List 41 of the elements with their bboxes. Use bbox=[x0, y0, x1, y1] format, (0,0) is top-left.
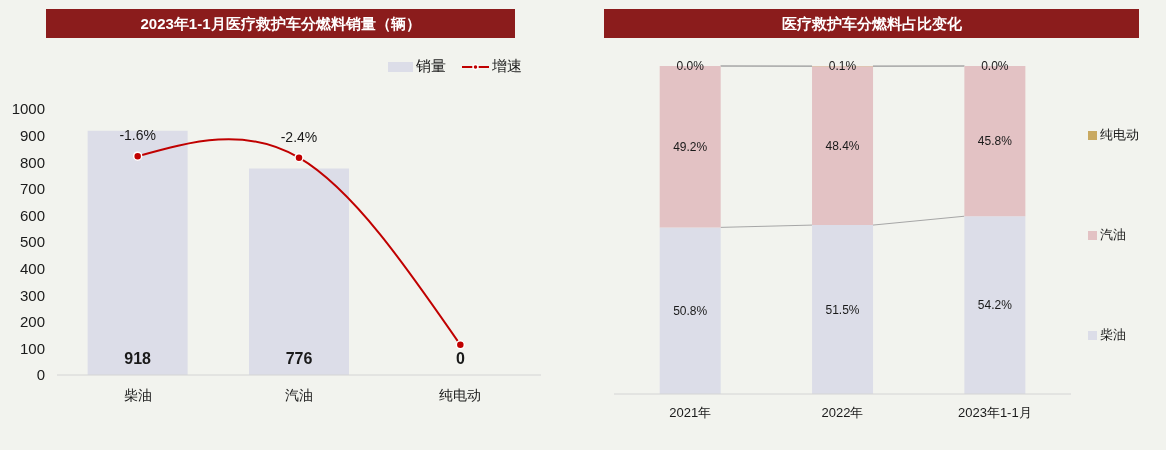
legend-label: 柴油 bbox=[1100, 326, 1126, 344]
y-tick-label: 900 bbox=[19, 126, 45, 144]
y-tick-label: 100 bbox=[19, 339, 45, 357]
y-tick-label: 600 bbox=[19, 206, 45, 224]
bar bbox=[812, 225, 874, 394]
x-tick-label: 纯电动 bbox=[439, 386, 482, 403]
legend-label: 汽油 bbox=[1100, 226, 1126, 244]
y-tick-label: 1000 bbox=[11, 100, 45, 118]
x-tick-label: 2023年1-1月 bbox=[957, 405, 1032, 421]
data-label: 49.2% bbox=[673, 139, 708, 154]
y-tick-label: 0 bbox=[36, 366, 45, 384]
data-label: 776 bbox=[285, 350, 313, 367]
data-label: 50.8% bbox=[673, 303, 708, 318]
x-tick-label: 2021年 bbox=[669, 405, 712, 421]
chart-title: 医疗救护车分燃料占比变化 bbox=[604, 9, 1139, 38]
chart-title: 2023年1-1月医疗救护车分燃料销量（辆） bbox=[46, 9, 515, 38]
data-label: 0.0% bbox=[981, 59, 1009, 73]
bar bbox=[964, 216, 1026, 394]
data-label: 0 bbox=[455, 350, 465, 367]
data-label: 45.8% bbox=[977, 134, 1013, 149]
y-tick-label: 400 bbox=[19, 259, 45, 277]
data-label: 0.1% bbox=[828, 59, 857, 74]
bar bbox=[659, 227, 721, 394]
y-tick-label: 800 bbox=[19, 153, 45, 171]
legend-label: 销量 bbox=[416, 57, 446, 76]
data-label: 48.4% bbox=[825, 138, 860, 153]
data-label: 0.0% bbox=[676, 59, 705, 73]
legend-label: 纯电动 bbox=[1100, 126, 1139, 144]
x-tick-label: 2022年 bbox=[821, 405, 864, 421]
x-tick-label: 汽油 bbox=[285, 386, 313, 403]
data-label: -1.6% bbox=[119, 127, 156, 144]
y-tick-label: 700 bbox=[19, 180, 45, 198]
y-tick-label: 300 bbox=[19, 286, 45, 304]
y-tick-label: 200 bbox=[19, 313, 45, 331]
legend-label: 增速 bbox=[492, 57, 522, 76]
data-label: 54.2% bbox=[977, 298, 1013, 313]
data-label: -2.4% bbox=[280, 128, 318, 145]
x-tick-label: 柴油 bbox=[123, 386, 152, 403]
y-tick-label: 500 bbox=[19, 233, 45, 251]
data-label: 51.5% bbox=[825, 302, 860, 317]
data-label: 918 bbox=[124, 350, 152, 367]
